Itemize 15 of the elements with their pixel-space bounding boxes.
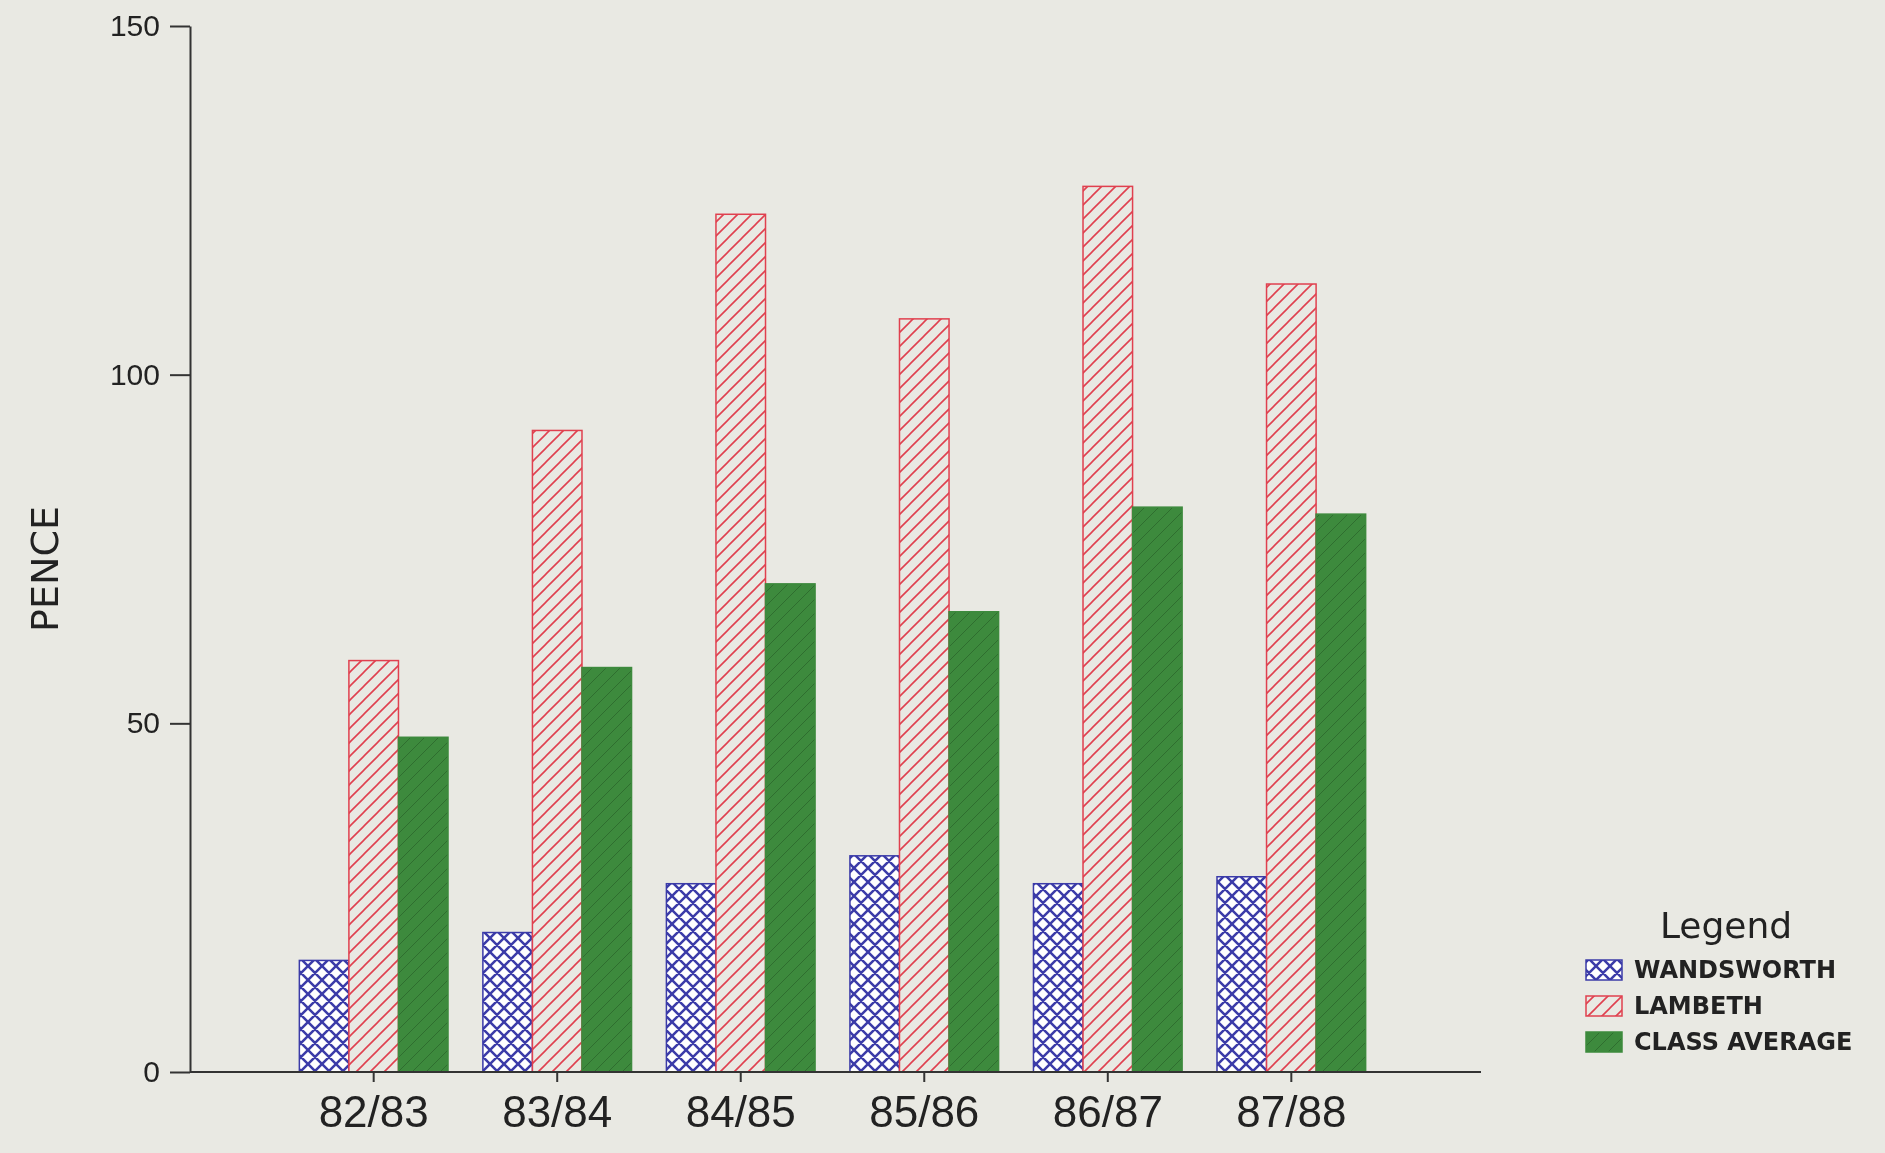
y-tick-label: 0 [143, 1055, 160, 1089]
x-tick-label: 85/86 [869, 1087, 980, 1137]
legend-title: Legend [1659, 905, 1793, 946]
y-axis-title: PENCE [23, 506, 67, 632]
x-tick-label: 87/88 [1236, 1087, 1347, 1137]
legend-label: LAMBETH [1634, 992, 1763, 1020]
legend-label: WANDSWORTH [1634, 956, 1836, 984]
y-tick-label: 100 [109, 357, 160, 391]
x-tick-label: 86/87 [1052, 1087, 1163, 1137]
legend-label: CLASS AVERAGE [1634, 1028, 1853, 1056]
y-tick-label: 50 [126, 706, 160, 740]
x-tick-label: 82/83 [318, 1087, 429, 1137]
y-tick-label: 150 [109, 9, 160, 43]
x-tick-label: 84/85 [685, 1087, 796, 1137]
x-tick-label: 83/84 [502, 1087, 613, 1137]
